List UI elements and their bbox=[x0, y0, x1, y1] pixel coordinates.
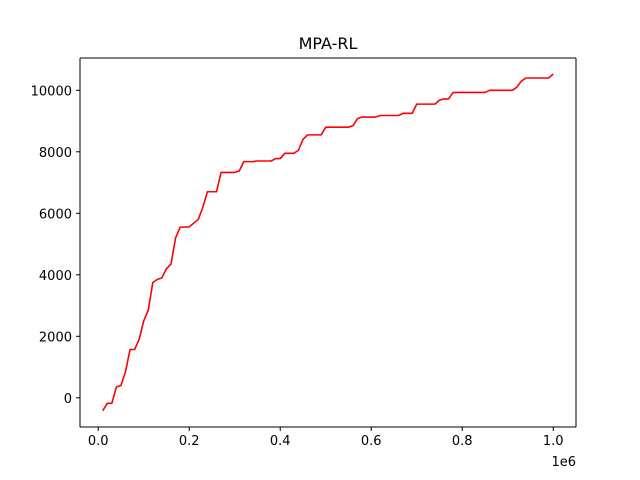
x-tick-label: 1.0 bbox=[543, 434, 564, 449]
y-tick-label: 0 bbox=[64, 392, 72, 407]
y-axis: 0 2000 4000 6000 8000 10000 bbox=[31, 84, 80, 407]
y-tick-label: 10000 bbox=[31, 84, 72, 99]
y-tick-label: 8000 bbox=[39, 146, 72, 161]
x-tick-label: 0.2 bbox=[179, 434, 200, 449]
x-tick-label: 0.6 bbox=[361, 434, 382, 449]
x-tick-label: 0.8 bbox=[452, 434, 473, 449]
chart-title: MPA-RL bbox=[299, 34, 358, 53]
y-tick-label: 4000 bbox=[39, 269, 72, 284]
y-tick-label: 6000 bbox=[39, 207, 72, 222]
series-line bbox=[102, 73, 554, 412]
y-tick-label: 2000 bbox=[39, 330, 72, 345]
plot-area bbox=[80, 58, 576, 427]
axes-layer bbox=[79, 57, 577, 428]
x-offset-label: 1e6 bbox=[551, 455, 576, 470]
x-axis: 0.0 0.2 0.4 0.6 0.8 1.0 bbox=[88, 427, 564, 449]
x-tick-label: 0.4 bbox=[270, 434, 291, 449]
series-layer bbox=[102, 73, 554, 412]
x-tick-label: 0.0 bbox=[88, 434, 109, 449]
